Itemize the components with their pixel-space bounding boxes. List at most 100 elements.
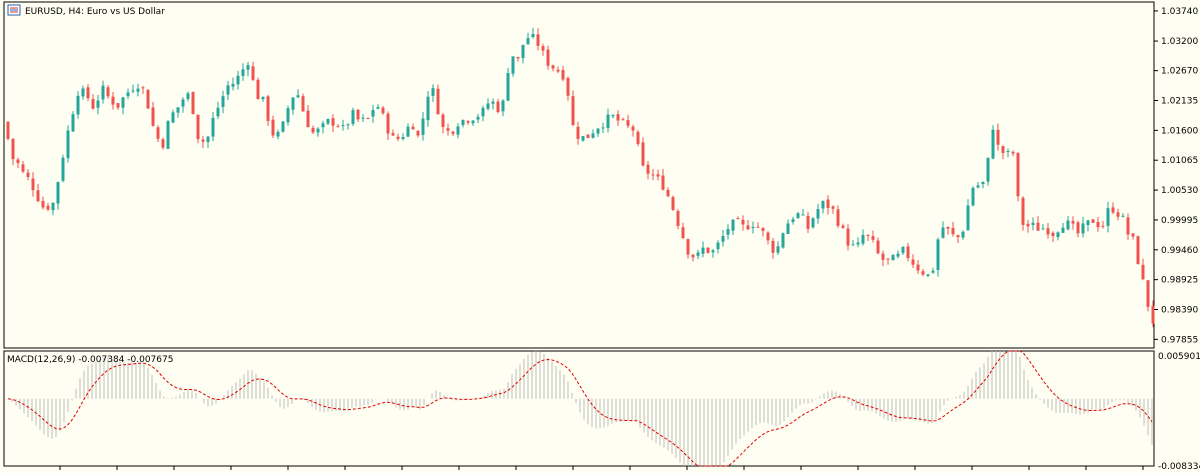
candle-body <box>56 182 60 204</box>
candle-body <box>476 116 480 120</box>
candle-body <box>201 139 205 142</box>
candle-body <box>751 226 755 229</box>
candle-body <box>1121 215 1125 217</box>
candle-body <box>801 214 805 216</box>
candle-body <box>16 159 20 163</box>
candle-body <box>31 178 35 191</box>
candle-body <box>211 117 215 137</box>
candle-body <box>666 189 670 197</box>
candle-body <box>676 211 680 226</box>
price-candles <box>6 27 1155 328</box>
candle-body <box>481 107 485 117</box>
candle-body <box>576 126 580 139</box>
candle-body <box>606 114 610 129</box>
candle-body <box>741 219 745 225</box>
candle-body <box>1066 220 1070 230</box>
candle-body <box>1126 217 1130 235</box>
candle-body <box>881 253 885 260</box>
candle-body <box>1056 232 1060 237</box>
candle-body <box>846 228 850 246</box>
candle-body <box>161 139 165 148</box>
candle-body <box>521 44 525 59</box>
candle-body <box>1046 228 1050 235</box>
candle-body <box>1131 233 1135 237</box>
candle-body <box>1061 227 1065 233</box>
candle-body <box>306 110 310 128</box>
candle-body <box>326 118 330 124</box>
candle-body <box>696 252 700 256</box>
candle-body <box>536 34 540 46</box>
candle-body <box>46 205 50 210</box>
candle-body <box>36 190 40 202</box>
candle-body <box>346 124 350 126</box>
candle-body <box>496 101 500 112</box>
candle-body <box>1016 153 1020 197</box>
candle-body <box>1051 232 1055 237</box>
candle-body <box>471 120 475 124</box>
candle-body <box>116 103 120 108</box>
candle-body <box>891 254 895 261</box>
candle-body <box>656 174 660 177</box>
macd-tick-label: -0.008334 <box>1158 462 1200 472</box>
candle-body <box>911 259 915 265</box>
candle-body <box>216 107 220 117</box>
candle-body <box>546 49 550 66</box>
candle-body <box>246 65 250 70</box>
candle-body <box>971 187 975 206</box>
candle-body <box>516 56 520 59</box>
candle-body <box>931 270 935 273</box>
candle-body <box>301 96 305 112</box>
candle-body <box>271 119 275 136</box>
candle-body <box>151 107 155 126</box>
price-tick-label: 0.99460 <box>1161 246 1198 256</box>
candle-body <box>126 92 130 97</box>
price-tick-label: 1.03200 <box>1161 37 1198 47</box>
candle-body <box>651 174 655 176</box>
candle-body <box>821 200 825 209</box>
candle-body <box>336 126 340 128</box>
candle-body <box>1006 151 1010 153</box>
candle-body <box>51 202 55 211</box>
candle-body <box>621 119 625 121</box>
candle-body <box>611 115 615 117</box>
candle-body <box>276 131 280 137</box>
candle-body <box>861 235 865 244</box>
candle-body <box>716 242 720 250</box>
candle-body <box>141 87 145 89</box>
candle-body <box>361 117 365 119</box>
candle-body <box>281 121 285 132</box>
candle-body <box>366 118 370 120</box>
candle-body <box>181 99 185 107</box>
candle-body <box>856 242 860 245</box>
candle-body <box>721 235 725 242</box>
candle-body <box>311 127 315 133</box>
candle-body <box>6 121 10 139</box>
candle-body <box>601 127 605 129</box>
price-tick-label: 0.97855 <box>1161 335 1198 345</box>
candle-body <box>111 96 115 105</box>
candle-body <box>136 88 140 92</box>
candle-body <box>321 123 325 128</box>
candle-body <box>1091 219 1095 223</box>
candle-body <box>866 234 870 236</box>
candle-body <box>571 96 575 126</box>
candle-body <box>291 97 295 110</box>
candle-body <box>236 75 240 85</box>
candle-body <box>916 264 920 271</box>
candle-body <box>436 88 440 115</box>
candle-body <box>81 88 85 97</box>
time-axis-ticks <box>59 466 1144 470</box>
price-tick-label: 1.00530 <box>1161 186 1198 196</box>
candle-body <box>711 250 715 253</box>
candle-body <box>341 125 345 127</box>
candle-body <box>11 138 15 160</box>
candle-body <box>831 206 835 209</box>
candle-body <box>1141 264 1145 280</box>
candle-body <box>396 136 400 140</box>
candle-body <box>381 107 385 114</box>
candle-body <box>946 226 950 229</box>
candle-body <box>1086 220 1090 225</box>
candle-body <box>446 128 450 131</box>
